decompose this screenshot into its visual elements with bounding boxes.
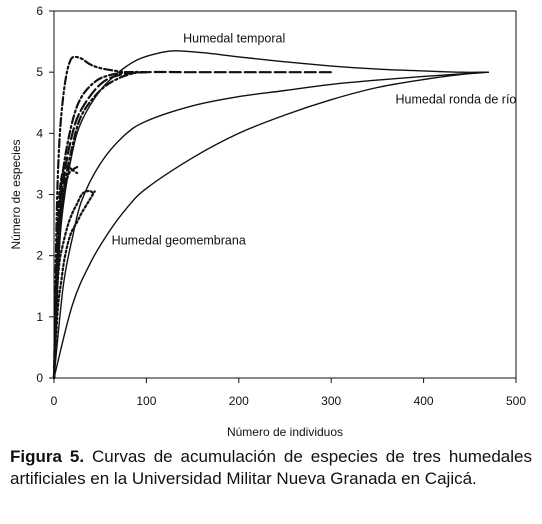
x-tick-label: 0 [51, 394, 58, 408]
accumulation-curve-6 [52, 70, 333, 380]
x-tick-label: 300 [321, 394, 341, 408]
y-tick-label: 0 [36, 371, 43, 385]
y-tick-label: 1 [36, 310, 43, 324]
curves [52, 50, 489, 380]
y-tick-label: 4 [36, 126, 43, 140]
y-tick-label: 5 [36, 65, 43, 79]
accumulation-curve-1 [53, 50, 489, 379]
x-tick-label: 200 [229, 394, 249, 408]
figure-caption: Figura 5. Curvas de acumulación de espec… [10, 446, 532, 490]
y-tick-label: 6 [36, 4, 43, 18]
x-tick-label: 400 [414, 394, 434, 408]
accumulation-curve-2 [53, 71, 489, 379]
y-axis-label: Número de especies [9, 139, 23, 249]
accumulation-curve-3 [53, 71, 489, 379]
caption-text: Curvas de acumulación de especies de tre… [10, 447, 532, 488]
x-axis-label: Número de individuos [227, 425, 343, 439]
accumulation-curve-7 [52, 71, 139, 380]
accumulation-curve-11 [52, 165, 79, 380]
species-accumulation-chart: 0 100 200 300 400 500 0 1 2 3 4 5 6 Humedal temporal… [9, 4, 526, 439]
x-tick-label: 500 [506, 394, 526, 408]
accumulation-curve-10 [52, 190, 96, 380]
x-tick-label: 100 [136, 394, 156, 408]
accumulation-curve-4 [52, 55, 148, 380]
y-tick-label: 2 [36, 249, 43, 263]
curve-annotation: Humedal geomembrana [112, 233, 246, 247]
curve-annotation: Humedal ronda de río [395, 93, 516, 107]
caption-label: Figura 5. [10, 447, 85, 466]
y-tick-label: 3 [36, 188, 43, 202]
plot-area-frame [53, 10, 517, 379]
curve-annotation: Humedal temporal [183, 32, 285, 46]
